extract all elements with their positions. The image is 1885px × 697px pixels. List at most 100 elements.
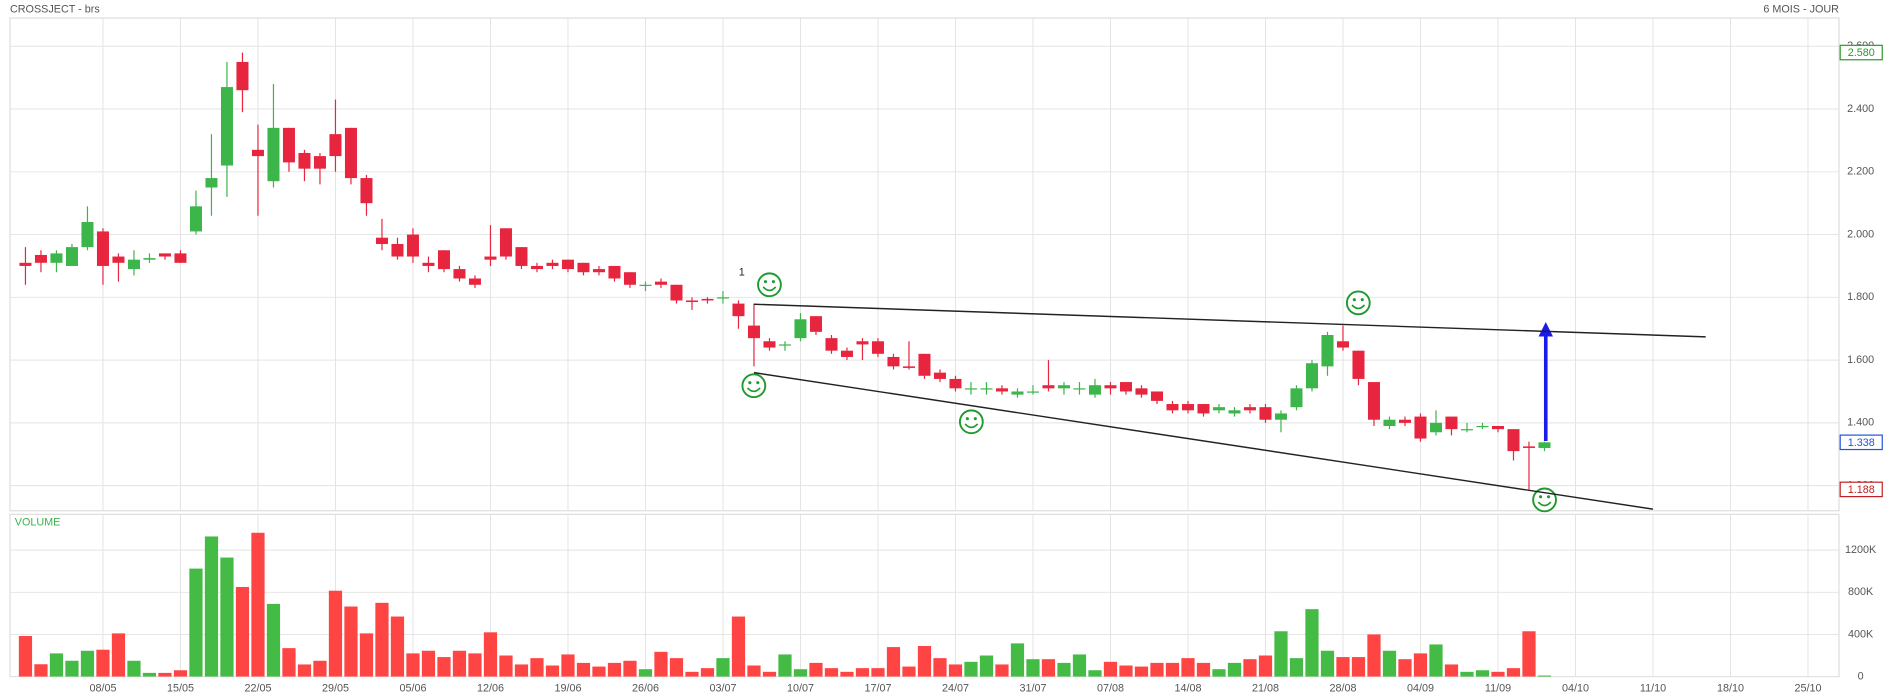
candle-body (701, 298, 714, 301)
x-tick-label: 29/05 (322, 682, 349, 694)
volume-bar (1010, 643, 1025, 677)
volume-bar (638, 669, 653, 677)
candle-body (1212, 407, 1225, 411)
volume-bar (747, 665, 761, 677)
y-tick-label: 1.800 (1847, 291, 1874, 303)
candle-body (685, 300, 698, 303)
volume-bar (1196, 662, 1211, 677)
smiley (1345, 290, 1371, 316)
candle-body (391, 243, 404, 257)
candle-body (1476, 425, 1489, 428)
x-tick-label: 19/06 (554, 682, 581, 694)
candle-body (902, 366, 915, 368)
candle-body (1026, 391, 1039, 393)
volume-bar (1336, 657, 1350, 677)
volume-title: VOLUME (15, 517, 61, 529)
annotation-text: 1 (739, 267, 745, 279)
volume-bar (530, 658, 544, 677)
x-tick-label: 03/07 (709, 682, 736, 694)
smiley (958, 409, 984, 435)
volume-bar (995, 664, 1009, 677)
volume-bar (685, 671, 699, 677)
candle-body (949, 378, 962, 389)
candle-body (964, 388, 977, 390)
candle-body (50, 253, 63, 263)
smiley (741, 373, 767, 399)
volume-bar (220, 557, 234, 677)
price-marker (1839, 44, 1883, 61)
volume-bar (1041, 659, 1056, 677)
trendline (753, 371, 1654, 510)
volume-bar (1506, 668, 1521, 677)
volume-bar (1367, 634, 1381, 677)
y-tick-label: 2.000 (1847, 228, 1874, 240)
volume-bar (1103, 661, 1118, 677)
volume-bar (1026, 659, 1040, 677)
volume-bar (1398, 659, 1412, 677)
x-tick-label: 22/05 (244, 682, 271, 694)
volume-bar (871, 668, 885, 677)
candle-body (1491, 425, 1504, 430)
candle-body (623, 272, 636, 285)
x-tick-label: 04/10 (1562, 682, 1589, 694)
candle-body (809, 316, 822, 332)
candle-body (778, 344, 791, 346)
volume-bar (700, 668, 715, 677)
annotations: 1 (739, 267, 1706, 513)
volume-bar (406, 653, 420, 677)
candle-body (933, 372, 946, 379)
volume-bar (824, 668, 839, 677)
volume-bar (468, 653, 482, 677)
price-marker-label: 1.338 (1848, 437, 1875, 449)
candle-body (871, 341, 884, 354)
volume-bar (1522, 631, 1536, 677)
y-tick-label: 0 (1858, 670, 1864, 682)
volume-bar (1351, 657, 1366, 677)
volume-bar (65, 660, 79, 677)
candle-body (1150, 391, 1163, 401)
volume-bar (1537, 675, 1552, 677)
candle-body (1135, 388, 1148, 395)
x-tick-label: 08/05 (89, 682, 116, 694)
candle-body (65, 247, 78, 266)
volume-bar (1212, 669, 1226, 677)
price-marker (1839, 481, 1883, 498)
volume-bar (499, 655, 513, 677)
price-marker (1839, 434, 1883, 451)
volume-bar (390, 616, 405, 677)
candle-body (282, 127, 295, 163)
candle-body (747, 325, 760, 339)
volume-bar (421, 650, 436, 677)
candle-body (189, 206, 202, 232)
volume-bar (483, 632, 498, 677)
candle-body (763, 341, 776, 348)
volume-bar (1460, 671, 1474, 677)
volume-bar (49, 653, 64, 677)
candle-body (825, 338, 838, 351)
candle-body (158, 253, 171, 257)
candle-body (112, 256, 125, 263)
candle-body (298, 152, 311, 169)
volume-bar (855, 668, 870, 677)
volume-bar (964, 661, 978, 677)
volume-bar (344, 606, 358, 677)
candle-body (670, 284, 683, 301)
candle-body (1367, 382, 1380, 420)
chart-title: CROSSJECT - brs (10, 3, 100, 15)
y-tick-label: 2.200 (1847, 166, 1874, 178)
candle-body (1073, 388, 1086, 390)
candle-body (453, 269, 466, 279)
volume-bar (576, 662, 591, 677)
volume-bar (1258, 655, 1273, 677)
volume-bar (1444, 664, 1459, 677)
volume-bar (561, 654, 575, 677)
candle-body (887, 356, 900, 367)
x-tick-label: 12/06 (477, 682, 504, 694)
candle-body (1507, 429, 1520, 452)
y-tick-label: 800K (1848, 586, 1874, 598)
volume-bar (251, 532, 265, 677)
y-tick-label: 400K (1848, 628, 1874, 640)
volume-bar (1119, 665, 1133, 677)
candle-body (1460, 429, 1473, 431)
